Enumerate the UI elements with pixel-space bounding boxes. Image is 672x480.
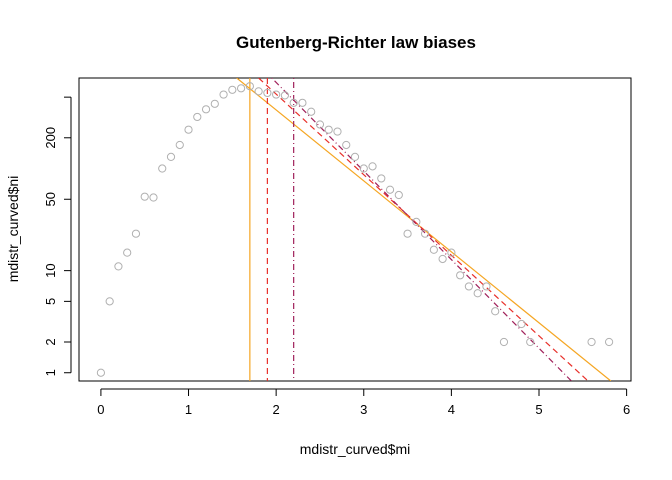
y-tick-label: 200 — [43, 127, 58, 149]
data-point — [429, 245, 438, 254]
data-point — [272, 90, 281, 99]
x-tick-label: 6 — [623, 402, 630, 417]
data-point — [394, 190, 403, 200]
data-point — [377, 174, 386, 183]
x-axis: 0 1 2 3 4 5 6 — [97, 388, 630, 417]
data-point — [342, 140, 351, 150]
data-point — [491, 307, 500, 316]
data-point — [123, 248, 132, 257]
data-point — [149, 193, 158, 202]
data-point — [245, 82, 254, 91]
data-point — [193, 112, 202, 122]
data-point — [236, 84, 246, 93]
data-point — [210, 99, 219, 108]
data-point — [473, 289, 482, 298]
fit-line — [258, 78, 589, 381]
data-point — [447, 248, 456, 257]
data-point — [219, 90, 228, 99]
fit-line — [271, 78, 572, 381]
data-point — [438, 254, 447, 264]
data-point — [184, 125, 193, 134]
x-axis-label: mdistr_curved$mi — [300, 441, 410, 457]
data-point — [359, 164, 368, 173]
data-point — [350, 152, 360, 161]
data-point — [420, 229, 430, 238]
fit-lines — [236, 78, 612, 381]
data-point — [131, 229, 141, 238]
data-point — [587, 337, 596, 347]
y-tick-label: 2 — [43, 338, 58, 345]
data-point — [114, 262, 123, 271]
y-tick-label: 50 — [43, 192, 58, 206]
data-point — [96, 368, 106, 377]
x-tick-label: 4 — [448, 402, 455, 417]
data-point — [526, 337, 535, 347]
data-point — [456, 271, 465, 280]
data-point — [368, 162, 377, 171]
data-point — [604, 337, 614, 347]
data-point — [385, 185, 395, 194]
y-axis-label: mdistr_curved$ni — [5, 176, 21, 283]
data-point — [403, 229, 412, 238]
x-tick-label: 1 — [185, 402, 192, 417]
data-point — [140, 192, 149, 201]
y-tick-label: 10 — [43, 263, 58, 277]
data-point — [166, 152, 176, 161]
data-point — [175, 140, 184, 150]
data-points — [96, 82, 614, 377]
data-point — [298, 98, 307, 107]
data-point — [254, 87, 263, 96]
y-axis: 1 2 5 10 50 200 — [43, 96, 72, 376]
data-point — [464, 282, 474, 291]
data-point — [307, 107, 316, 116]
data-point — [517, 319, 526, 329]
data-point — [333, 127, 342, 136]
x-tick-label: 2 — [273, 402, 280, 417]
x-tick-label: 0 — [97, 402, 104, 417]
data-point — [201, 105, 211, 114]
plot-frame — [78, 77, 632, 382]
x-tick-label: 3 — [360, 402, 367, 417]
data-point — [280, 91, 290, 100]
data-point — [412, 217, 421, 227]
data-point — [482, 282, 491, 291]
data-point — [289, 98, 298, 107]
y-tick-label: 1 — [43, 369, 58, 376]
data-point — [158, 164, 167, 173]
y-tick-label: 5 — [43, 298, 58, 305]
data-point — [315, 120, 325, 129]
data-point — [324, 125, 333, 134]
data-point — [105, 297, 114, 306]
data-point — [499, 337, 509, 347]
data-point — [263, 88, 272, 98]
chart-title: Gutenberg-Richter law biases — [236, 33, 476, 52]
x-tick-label: 5 — [535, 402, 542, 417]
data-point — [228, 85, 237, 94]
